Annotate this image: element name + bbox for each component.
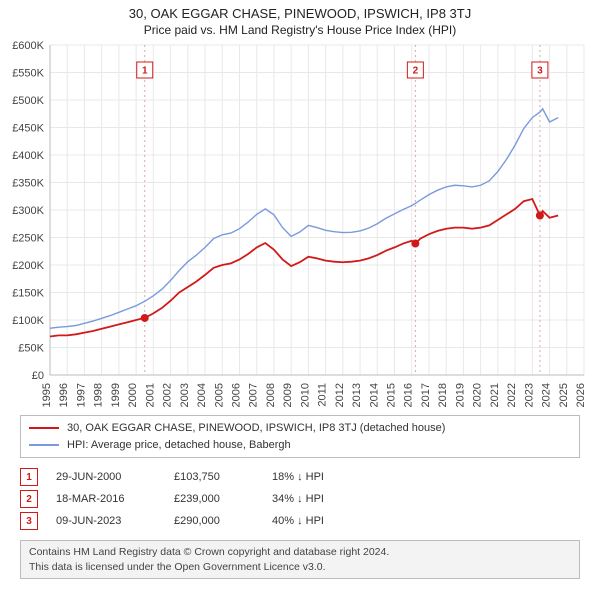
svg-text:£600K: £600K [12, 40, 44, 52]
svg-text:2001: 2001 [144, 383, 156, 407]
svg-text:£450K: £450K [12, 123, 44, 135]
transaction-hpi-diff: 34% ↓ HPI [272, 493, 372, 505]
footer-line1: Contains HM Land Registry data © Crown c… [29, 545, 571, 560]
legend-label-red: 30, OAK EGGAR CHASE, PINEWOOD, IPSWICH, … [67, 420, 445, 437]
svg-text:3: 3 [537, 66, 543, 77]
svg-text:£400K: £400K [12, 150, 44, 162]
chart-title-subtitle: Price paid vs. HM Land Registry's House … [0, 23, 600, 37]
chart-area: £0 £50K £100K £150K £200K £250K £300K £350K £400… [0, 39, 600, 409]
svg-text:2017: 2017 [420, 383, 432, 407]
svg-text:2015: 2015 [386, 383, 398, 407]
svg-text:1997: 1997 [75, 383, 87, 407]
transaction-marker-box: 1 [20, 468, 38, 486]
chart-svg: £0 £50K £100K £150K £200K £250K £300K £350K £400… [0, 39, 600, 409]
legend-swatch-red [29, 427, 59, 429]
svg-text:2007: 2007 [248, 383, 260, 407]
legend-swatch-blue [29, 444, 59, 446]
svg-text:2014: 2014 [368, 383, 380, 407]
svg-text:2013: 2013 [351, 383, 363, 407]
svg-text:£550K: £550K [12, 68, 44, 80]
svg-text:2: 2 [413, 66, 419, 77]
svg-text:2020: 2020 [472, 383, 484, 407]
transaction-row: 2 18-MAR-2016 £239,000 34% ↓ HPI [20, 488, 580, 510]
svg-text:2016: 2016 [403, 383, 415, 407]
svg-text:2002: 2002 [162, 383, 174, 407]
legend-label-blue: HPI: Average price, detached house, Babe… [67, 437, 291, 454]
transaction-hpi-diff: 18% ↓ HPI [272, 471, 372, 483]
footer-attribution: Contains HM Land Registry data © Crown c… [20, 540, 580, 579]
legend-row-red: 30, OAK EGGAR CHASE, PINEWOOD, IPSWICH, … [29, 420, 571, 437]
transaction-date: 29-JUN-2000 [56, 471, 156, 483]
svg-text:2003: 2003 [179, 383, 191, 407]
svg-text:1998: 1998 [93, 383, 105, 407]
transaction-row: 3 09-JUN-2023 £290,000 40% ↓ HPI [20, 510, 580, 532]
svg-text:2000: 2000 [127, 383, 139, 407]
svg-text:2006: 2006 [230, 383, 242, 407]
svg-text:£150K: £150K [12, 288, 44, 300]
footer-line2: This data is licensed under the Open Gov… [29, 560, 571, 575]
svg-text:2012: 2012 [334, 383, 346, 407]
svg-text:2026: 2026 [575, 383, 587, 407]
svg-text:£50K: £50K [18, 343, 44, 355]
svg-text:1: 1 [142, 66, 148, 77]
svg-text:£100K: £100K [12, 315, 44, 327]
transaction-price: £290,000 [174, 515, 254, 527]
svg-text:2005: 2005 [213, 383, 225, 407]
transaction-price: £103,750 [174, 471, 254, 483]
svg-text:2008: 2008 [265, 383, 277, 407]
svg-text:£350K: £350K [12, 178, 44, 190]
svg-text:2018: 2018 [437, 383, 449, 407]
svg-text:2011: 2011 [317, 383, 329, 407]
svg-text:£500K: £500K [12, 95, 44, 107]
svg-text:£300K: £300K [12, 205, 44, 217]
svg-text:2024: 2024 [541, 383, 553, 407]
svg-text:1996: 1996 [58, 383, 70, 407]
transaction-row: 1 29-JUN-2000 £103,750 18% ↓ HPI [20, 466, 580, 488]
legend-box: 30, OAK EGGAR CHASE, PINEWOOD, IPSWICH, … [20, 415, 580, 458]
transaction-date: 18-MAR-2016 [56, 493, 156, 505]
svg-text:£0: £0 [32, 370, 44, 382]
legend-row-blue: HPI: Average price, detached house, Babe… [29, 437, 571, 454]
transaction-marker-box: 3 [20, 512, 38, 530]
svg-text:£250K: £250K [12, 233, 44, 245]
svg-text:2022: 2022 [506, 383, 518, 407]
svg-text:1999: 1999 [110, 383, 122, 407]
chart-title-address: 30, OAK EGGAR CHASE, PINEWOOD, IPSWICH, … [0, 6, 600, 21]
transaction-hpi-diff: 40% ↓ HPI [272, 515, 372, 527]
svg-text:£200K: £200K [12, 260, 44, 272]
svg-text:1995: 1995 [41, 383, 53, 407]
transaction-price: £239,000 [174, 493, 254, 505]
transaction-marker-box: 2 [20, 490, 38, 508]
svg-text:2023: 2023 [523, 383, 535, 407]
transaction-date: 09-JUN-2023 [56, 515, 156, 527]
svg-text:2019: 2019 [454, 383, 466, 407]
svg-text:2010: 2010 [299, 383, 311, 407]
svg-text:2004: 2004 [196, 383, 208, 407]
svg-text:2009: 2009 [282, 383, 294, 407]
transactions-table: 1 29-JUN-2000 £103,750 18% ↓ HPI 2 18-MAR-201… [20, 466, 580, 532]
svg-text:2025: 2025 [558, 383, 570, 407]
svg-text:2021: 2021 [489, 383, 501, 407]
